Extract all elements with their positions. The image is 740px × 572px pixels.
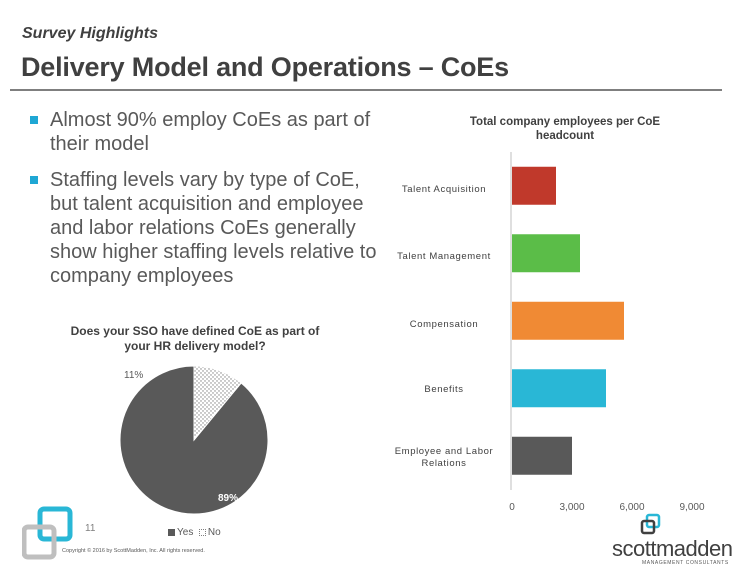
bar-employee-and-labor-relations xyxy=(512,436,572,475)
bar-talent-acquisition xyxy=(512,166,556,205)
bar-category-label: Talent Acquisition xyxy=(401,184,487,195)
bullet-item: Almost 90% employ CoEs as part of their … xyxy=(26,108,386,156)
bullet-list: Almost 90% employ CoEs as part of their … xyxy=(26,108,386,300)
brand-mark-icon xyxy=(640,513,661,535)
copyright-notice: Copyright © 2016 by ScottMadden, Inc. Al… xyxy=(62,548,205,554)
bar-category-label: Compensation xyxy=(409,319,479,330)
bar-category-label: Talent Management xyxy=(397,251,491,262)
bar-category-label: Employee and Labor Relations xyxy=(394,446,494,469)
legend-label-yes: Yes xyxy=(177,527,194,538)
pie-legend: Yes No xyxy=(168,527,221,538)
legend-swatch-no xyxy=(198,528,206,536)
bullet-marker-icon xyxy=(30,176,38,184)
bar-chart-title: Total company employees per CoE headcoun… xyxy=(469,116,661,142)
pie-chart-title: Does your SSO have defined CoE as part o… xyxy=(70,324,320,353)
brand-logo-text: scottmadden xyxy=(612,536,733,561)
legend-swatch-yes xyxy=(168,528,175,536)
bullet-text: Almost 90% employ CoEs as part of their … xyxy=(50,109,371,155)
bar-compensation xyxy=(512,301,624,340)
bar-benefits xyxy=(512,369,606,408)
x-tick-label: 6,000 xyxy=(619,502,645,513)
section-label: Survey Highlights xyxy=(22,25,159,42)
bar-talent-management xyxy=(512,234,580,273)
logo-squares-icon xyxy=(22,506,73,560)
legend-label-no: No xyxy=(207,527,221,538)
bullet-text: Staffing levels vary by type of CoE, but… xyxy=(50,169,377,287)
bullet-item: Staffing levels vary by type of CoE, but… xyxy=(26,168,386,288)
x-tick-label: 3,000 xyxy=(559,502,585,513)
x-tick-label: 0 xyxy=(509,502,515,513)
bullet-marker-icon xyxy=(30,116,38,124)
bar-category-label: Benefits xyxy=(424,384,464,395)
pie-slice-yes xyxy=(119,365,269,515)
pie-data-label-no: 11% xyxy=(124,370,143,381)
page-title: Delivery Model and Operations – CoEs xyxy=(21,52,509,82)
title-divider xyxy=(10,89,722,91)
pie-slice-no xyxy=(193,365,242,442)
x-tick-label: 9,000 xyxy=(679,502,705,513)
pie-data-label-yes: 89% xyxy=(218,493,238,504)
brand-tagline: MANAGEMENT CONSULTANTS xyxy=(642,560,729,566)
page-number: 11 xyxy=(85,523,96,534)
